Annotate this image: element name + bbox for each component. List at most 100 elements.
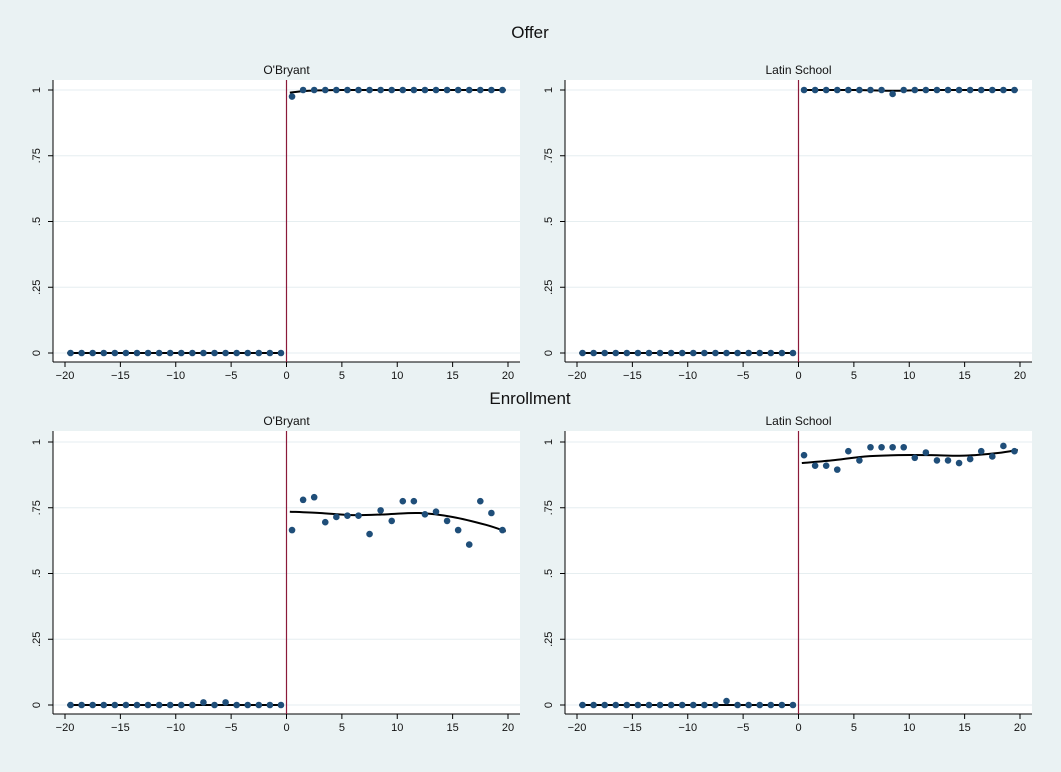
x-tick-label: 5	[339, 370, 345, 382]
data-point	[656, 349, 664, 357]
data-point	[144, 349, 152, 357]
x-tick-label: −20	[56, 370, 75, 382]
data-point	[955, 459, 963, 467]
y-tick-label: .75	[31, 148, 43, 163]
y-tick-label: .25	[31, 280, 43, 295]
data-point	[288, 526, 296, 534]
y-tick-label: 1	[31, 87, 43, 93]
data-point	[778, 349, 786, 357]
data-point	[310, 493, 318, 501]
y-tick-label: .5	[31, 217, 43, 226]
x-tick-label: −5	[225, 722, 238, 734]
data-point	[465, 541, 473, 548]
x-tick-label: 15	[959, 722, 971, 734]
data-point	[856, 457, 863, 464]
data-point	[499, 86, 506, 94]
data-point	[366, 86, 373, 94]
y-tick-label: .75	[31, 500, 43, 515]
data-point	[601, 701, 608, 709]
data-point	[645, 349, 653, 357]
data-point	[723, 697, 730, 705]
y-tick-label: 0	[31, 350, 43, 356]
y-tick-label: 1	[543, 87, 555, 93]
data-point	[299, 496, 307, 504]
x-tick-label: 5	[851, 722, 857, 734]
data-point	[977, 447, 985, 455]
x-tick-label: −15	[111, 722, 130, 734]
panel-0: O'Bryant 0 .25 .5 .75 1 −20 −15 −10 −5 0 5 10 15 20	[31, 63, 520, 382]
data-point	[856, 86, 863, 94]
data-point	[889, 90, 896, 98]
x-tick-label: −20	[56, 722, 75, 734]
x-tick-label: 5	[851, 370, 857, 382]
data-point	[767, 349, 775, 357]
data-point	[900, 86, 908, 94]
x-tick-label: −20	[568, 370, 587, 382]
data-point	[399, 86, 407, 94]
panel-title: Latin School	[765, 63, 831, 77]
data-point	[712, 349, 719, 357]
data-point	[133, 701, 141, 709]
data-point	[399, 497, 407, 505]
data-point	[833, 466, 841, 473]
x-tick-label: 5	[339, 722, 345, 734]
x-tick-label: 20	[502, 722, 514, 734]
data-point	[767, 701, 775, 709]
fit-line-right	[289, 510, 507, 533]
y-tick-label: .5	[31, 569, 43, 578]
data-point	[911, 86, 919, 94]
data-point	[421, 511, 429, 518]
data-point	[122, 701, 130, 709]
data-point	[277, 701, 285, 709]
data-point	[222, 699, 229, 706]
x-tick-label: −5	[737, 722, 750, 734]
data-point	[1000, 86, 1007, 94]
data-point	[1011, 86, 1018, 94]
data-point	[800, 86, 808, 94]
data-point	[443, 517, 451, 525]
data-point	[488, 86, 495, 94]
x-tick-label: 20	[1014, 370, 1026, 382]
y-tick-label: .5	[543, 569, 555, 578]
data-point	[410, 497, 418, 505]
data-point	[745, 349, 752, 357]
data-point	[421, 86, 429, 94]
data-point	[488, 509, 495, 517]
y-tick-label: 1	[543, 439, 555, 445]
data-point	[166, 349, 174, 357]
data-point	[78, 349, 85, 357]
data-point	[634, 701, 642, 709]
data-point	[678, 701, 686, 709]
data-point	[432, 86, 440, 94]
data-point	[811, 86, 819, 94]
x-tick-label: 10	[903, 370, 915, 382]
data-point	[590, 701, 597, 709]
data-point	[723, 349, 730, 357]
section-title-offer: Offer	[511, 23, 549, 42]
panel-2: O'Bryant 0 .25 .5 .75 1 −20 −15 −10 −5 0 5 10 15 20	[31, 414, 520, 734]
data-point	[1011, 447, 1018, 455]
section-title-enrollment: Enrollment	[489, 389, 571, 408]
data-point	[667, 349, 675, 357]
x-tick-label: −15	[623, 722, 642, 734]
data-point	[756, 349, 764, 357]
x-tick-label: 10	[903, 722, 915, 734]
data-point	[89, 701, 96, 709]
data-point	[845, 86, 852, 94]
data-point	[333, 513, 340, 521]
y-tick-label: .5	[543, 217, 555, 226]
x-tick-label: 10	[391, 370, 403, 382]
x-tick-label: −15	[111, 370, 130, 382]
x-tick-label: −10	[166, 370, 185, 382]
data-point	[155, 701, 163, 709]
data-point	[454, 86, 462, 94]
x-tick-label: 15	[959, 370, 971, 382]
data-point	[623, 701, 631, 709]
data-point	[310, 86, 318, 94]
data-point	[388, 517, 396, 525]
data-point	[122, 349, 130, 357]
panel-title: O'Bryant	[263, 414, 310, 428]
x-tick-label: 0	[283, 722, 289, 734]
data-point	[612, 349, 620, 357]
